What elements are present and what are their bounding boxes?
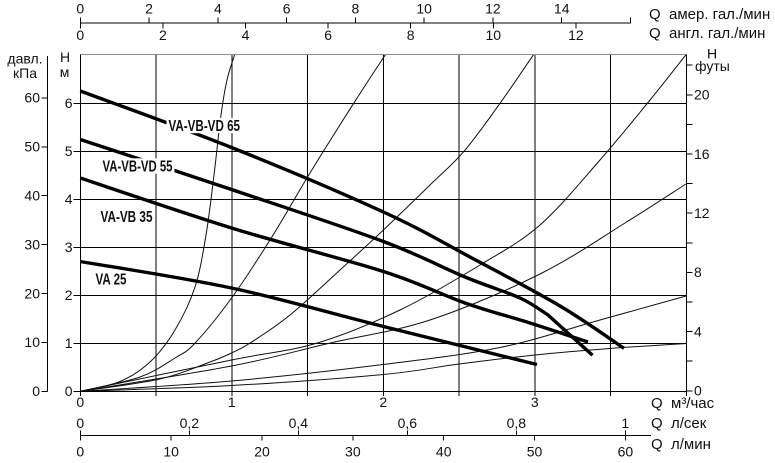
svg-text:кПа: кПа	[13, 65, 37, 81]
svg-text:10: 10	[486, 27, 502, 43]
svg-text:м: м	[60, 64, 70, 80]
svg-text:1: 1	[228, 394, 236, 410]
svg-text:2: 2	[379, 394, 387, 410]
svg-text:H: H	[707, 45, 717, 61]
svg-text:4: 4	[242, 27, 250, 43]
svg-text:1: 1	[621, 415, 629, 431]
svg-text:10: 10	[24, 334, 40, 350]
svg-text:2: 2	[65, 287, 73, 303]
svg-text:3: 3	[531, 394, 539, 410]
svg-text:0,8: 0,8	[507, 415, 527, 431]
svg-text:8: 8	[407, 27, 415, 43]
svg-text:4: 4	[65, 191, 73, 207]
svg-text:40: 40	[436, 444, 452, 460]
svg-text:Q л/мин: Q л/мин	[651, 436, 711, 453]
svg-text:8: 8	[351, 1, 359, 17]
svg-text:H: H	[60, 49, 70, 65]
svg-text:4: 4	[694, 323, 702, 339]
svg-text:6: 6	[324, 27, 332, 43]
svg-text:12: 12	[485, 1, 501, 17]
svg-text:30: 30	[24, 236, 40, 252]
svg-text:60: 60	[618, 444, 634, 460]
svg-text:0: 0	[76, 444, 84, 460]
svg-text:2: 2	[159, 27, 167, 43]
svg-text:Q л/сек: Q л/сек	[651, 415, 707, 432]
svg-text:40: 40	[24, 188, 40, 204]
svg-text:0: 0	[76, 1, 84, 17]
svg-text:12: 12	[568, 27, 584, 43]
svg-text:Q англ. гал./мин: Q англ. гал./мин	[649, 25, 765, 42]
svg-text:VA-VB 35: VA-VB 35	[101, 209, 153, 226]
svg-text:20: 20	[24, 285, 40, 301]
svg-text:10: 10	[416, 1, 432, 17]
svg-text:давл.: давл.	[7, 51, 42, 67]
svg-text:3: 3	[65, 239, 73, 255]
svg-text:0: 0	[76, 415, 84, 431]
svg-text:0,4: 0,4	[289, 415, 309, 431]
svg-text:VA 25: VA 25	[96, 272, 127, 289]
svg-text:20: 20	[254, 444, 270, 460]
svg-text:16: 16	[694, 146, 710, 162]
svg-text:14: 14	[554, 1, 570, 17]
svg-text:30: 30	[345, 444, 361, 460]
svg-text:0: 0	[76, 394, 84, 410]
svg-text:6: 6	[283, 1, 291, 17]
svg-text:Q м³/час: Q м³/час	[651, 395, 715, 412]
svg-text:1: 1	[65, 335, 73, 351]
svg-text:Q амер. гал./мин: Q амер. гал./мин	[649, 6, 770, 23]
svg-text:0: 0	[32, 383, 40, 399]
svg-text:2: 2	[145, 1, 153, 17]
svg-text:0,2: 0,2	[180, 415, 200, 431]
svg-text:футы: футы	[695, 58, 730, 74]
svg-text:50: 50	[24, 139, 40, 155]
svg-text:12: 12	[694, 205, 710, 221]
svg-text:60: 60	[24, 90, 40, 106]
svg-text:4: 4	[214, 1, 222, 17]
svg-text:50: 50	[527, 444, 543, 460]
svg-text:0: 0	[694, 383, 702, 399]
svg-text:6: 6	[65, 95, 73, 111]
svg-text:VA-VB-VD 65: VA-VB-VD 65	[169, 118, 241, 135]
svg-text:8: 8	[694, 264, 702, 280]
svg-text:VA-VB-VD 55: VA-VB-VD 55	[103, 159, 173, 176]
svg-text:0: 0	[76, 27, 84, 43]
svg-text:5: 5	[65, 143, 73, 159]
svg-text:20: 20	[694, 87, 710, 103]
svg-text:0,6: 0,6	[398, 415, 418, 431]
svg-text:10: 10	[163, 444, 179, 460]
svg-text:0: 0	[65, 383, 73, 399]
